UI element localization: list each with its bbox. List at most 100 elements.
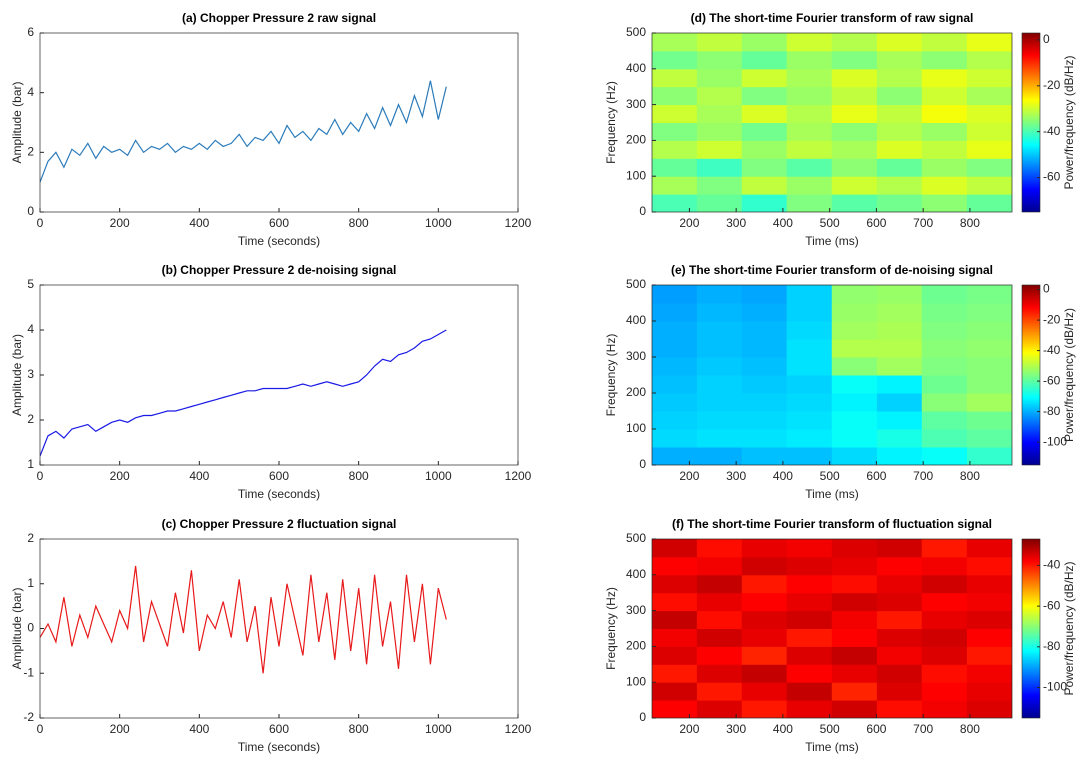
spectrogram-cell <box>786 429 833 448</box>
spectrogram-cell <box>831 122 878 141</box>
spectrogram-cell <box>921 321 968 340</box>
spectrogram-cell <box>696 50 743 70</box>
spectrogram-cell <box>652 122 698 141</box>
spectrogram-cell <box>741 122 788 141</box>
spectrogram-cell <box>831 303 878 322</box>
x-tick-label: 600 <box>866 722 886 736</box>
spectrogram-cell <box>966 86 1012 106</box>
spectrogram-cell <box>831 429 878 448</box>
x-tick-label: 500 <box>820 722 840 736</box>
spectrogram-cell <box>966 539 1012 558</box>
spectrogram-cell <box>652 375 698 394</box>
spectrogram-cell <box>741 321 788 340</box>
spectrogram-cell <box>876 429 923 448</box>
spectrogram-cell <box>921 303 968 322</box>
y-tick-label: 0 <box>27 204 34 218</box>
x-tick-label: 300 <box>726 469 746 483</box>
spectrogram-cell <box>921 86 968 106</box>
x-tick-label: 700 <box>913 216 933 230</box>
spectrogram-cell <box>741 176 788 195</box>
spectrogram-cell <box>652 321 698 340</box>
spectrogram-cell <box>876 539 923 558</box>
spectrogram-cell <box>966 68 1012 88</box>
spectrogram-cell <box>696 539 743 558</box>
y-tick-label: 500 <box>626 277 646 291</box>
spectrogram-cell <box>831 592 878 612</box>
spectrogram-cell <box>831 140 878 159</box>
spectrogram-cell <box>921 539 968 558</box>
spectrogram-cell <box>696 68 743 88</box>
spectrogram-cell <box>921 194 968 212</box>
spectrogram-cell <box>921 339 968 358</box>
spectrogram-cell <box>786 592 833 612</box>
y-tick-label: 6 <box>27 25 34 39</box>
x-axis-label: Time (seconds) <box>238 487 320 501</box>
spectrogram-cell <box>831 194 878 212</box>
spectrogram-cell <box>876 682 923 701</box>
spectrogram-cell <box>652 664 698 683</box>
spectrogram-cell <box>831 682 878 701</box>
spectrogram-cell <box>876 393 923 412</box>
chart-title: (f) The short-time Fourier transform of … <box>672 517 992 531</box>
spectrogram-cell <box>921 33 968 52</box>
spectrogram-cell <box>966 303 1012 322</box>
plot-area <box>652 285 1012 465</box>
spectrogram-cell <box>652 682 698 701</box>
spectrogram-cell <box>876 610 923 629</box>
x-tick-label: 1000 <box>425 216 452 230</box>
spectrogram-cell <box>831 646 878 665</box>
spectrogram-cell <box>786 700 833 718</box>
spectrogram-cell <box>696 664 743 683</box>
x-tick-label: 0 <box>37 722 44 736</box>
y-axis-label: Frequency (Hz) <box>604 334 618 417</box>
x-tick-label: 800 <box>960 722 980 736</box>
x-tick-label: 800 <box>349 469 369 483</box>
x-tick-label: 600 <box>269 216 289 230</box>
y-tick-label: 4 <box>27 85 34 99</box>
spectrogram-cell <box>921 411 968 430</box>
spectrogram-cell <box>921 447 968 465</box>
spectrogram-cell <box>831 339 878 358</box>
axes-box <box>651 32 1013 213</box>
colorbar-tick-label: -60 <box>1043 170 1061 184</box>
y-tick-label: 2 <box>27 412 34 426</box>
spectrogram-cell <box>876 68 923 88</box>
x-tick-label: 1000 <box>425 722 452 736</box>
spectrogram-cell <box>831 539 878 558</box>
spectrogram-cell <box>966 357 1012 376</box>
x-tick-label: 400 <box>773 469 793 483</box>
x-tick-label: 500 <box>820 469 840 483</box>
spectrogram-cell <box>966 592 1012 612</box>
spectrogram-cell <box>786 574 833 594</box>
spectrogram-cell <box>696 628 743 647</box>
spectrogram-cell <box>696 574 743 594</box>
spectrogram-cell <box>966 285 1012 304</box>
y-tick-label: -1 <box>23 665 34 679</box>
x-tick-label: 200 <box>679 216 699 230</box>
spectrogram-cell <box>786 610 833 629</box>
spectrogram-cell <box>921 176 968 195</box>
spectrogram-cell <box>831 700 878 718</box>
spectrogram-cell <box>966 140 1012 159</box>
spectrogram-cell <box>831 104 878 123</box>
x-tick-label: 0 <box>37 216 44 230</box>
spectrogram-cell <box>921 664 968 683</box>
spectrogram-cell <box>966 158 1012 177</box>
y-tick-label: 0 <box>639 710 646 724</box>
spectrogram-cell <box>652 592 698 612</box>
chart-panel: (c) Chopper Pressure 2 fluctuation signa… <box>10 517 531 754</box>
axes-box <box>39 538 519 719</box>
spectrogram-cell <box>652 411 698 430</box>
spectrogram-cell <box>786 176 833 195</box>
spectrogram-cell <box>876 122 923 141</box>
spectrogram-cell <box>921 700 968 718</box>
x-tick-label: 400 <box>773 216 793 230</box>
spectrogram-cell <box>831 375 878 394</box>
x-tick-label: 800 <box>960 216 980 230</box>
y-axis-label: Frequency (Hz) <box>604 587 618 670</box>
spectrogram-cell <box>741 357 788 376</box>
spectrogram-cell <box>876 556 923 576</box>
spectrogram-cell <box>876 303 923 322</box>
spectrogram-cell <box>921 393 968 412</box>
spectrogram-cell <box>652 140 698 159</box>
